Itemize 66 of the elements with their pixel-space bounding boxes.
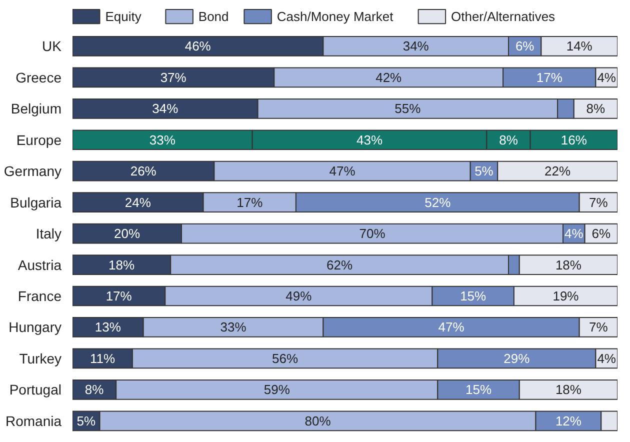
data-label: 49% — [286, 288, 312, 304]
data-label: 47% — [329, 164, 356, 179]
data-label: 6% — [592, 226, 611, 242]
data-label: 6% — [515, 38, 535, 54]
data-label: 7% — [589, 320, 608, 335]
data-label: 33% — [149, 132, 176, 148]
legend-label: Other/Alternatives — [451, 9, 556, 24]
data-label: 8% — [586, 101, 606, 116]
data-label: 13% — [94, 320, 122, 335]
data-label: 18% — [555, 382, 582, 398]
data-label: 15% — [466, 382, 492, 398]
data-label: 47% — [438, 320, 465, 335]
y-tick-label: Hungary — [8, 319, 62, 336]
y-tick-label: Germany — [4, 163, 62, 180]
data-label: 8% — [84, 382, 104, 398]
data-label: 17% — [236, 194, 264, 210]
data-label: 4% — [597, 350, 616, 366]
data-label: 15% — [460, 288, 487, 304]
y-tick-label: Europe — [16, 132, 62, 148]
data-label: 24% — [124, 194, 152, 210]
data-label: 29% — [504, 350, 530, 366]
data-label: 70% — [359, 226, 386, 242]
y-tick-label: Greece — [16, 69, 62, 86]
legend-label: Cash/Money Market — [276, 9, 394, 24]
data-label: 34% — [402, 38, 430, 54]
data-label: 11% — [90, 350, 116, 366]
data-label: 4% — [564, 226, 584, 242]
data-label: 80% — [304, 413, 332, 428]
y-tick-label: Belgium — [10, 100, 62, 117]
data-label: 46% — [184, 38, 212, 54]
data-label: 4% — [597, 70, 616, 85]
y-tick-label: Turkey — [19, 350, 62, 366]
y-tick-label: Austria — [18, 256, 62, 273]
legend-label: Bond — [198, 9, 229, 24]
y-tick-label: Portugal — [9, 382, 62, 398]
data-label: 5% — [474, 164, 494, 179]
data-label: 55% — [394, 101, 422, 116]
data-label: 22% — [544, 164, 571, 179]
data-label: 52% — [424, 194, 452, 210]
data-label: 20% — [114, 226, 140, 242]
data-label: 33% — [220, 320, 247, 335]
legend-label: Equity — [105, 9, 142, 24]
y-tick-label: Italy — [36, 226, 62, 242]
data-label: 42% — [376, 70, 402, 85]
y-tick-label: France — [18, 288, 62, 304]
data-label: 19% — [552, 288, 580, 304]
data-label: 43% — [356, 132, 383, 148]
data-label: 34% — [152, 101, 179, 116]
data-label: 17% — [106, 288, 132, 304]
y-tick-label: UK — [42, 38, 62, 54]
data-label: 37% — [160, 70, 187, 85]
data-label: 56% — [272, 350, 298, 366]
data-label: 62% — [326, 257, 353, 272]
data-label: 26% — [130, 164, 157, 179]
data-label: 12% — [555, 413, 582, 428]
data-label: 14% — [566, 38, 593, 54]
data-label: 18% — [555, 257, 582, 272]
data-label: 7% — [589, 194, 608, 210]
data-label: 17% — [536, 70, 563, 85]
data-label: 5% — [76, 413, 96, 428]
data-label: 18% — [108, 257, 135, 272]
y-tick-label: Bulgaria — [10, 194, 62, 210]
data-label: 8% — [499, 132, 518, 148]
y-tick-label: Romania — [5, 412, 62, 429]
data-label: 16% — [560, 132, 588, 148]
data-label: 59% — [264, 382, 290, 398]
